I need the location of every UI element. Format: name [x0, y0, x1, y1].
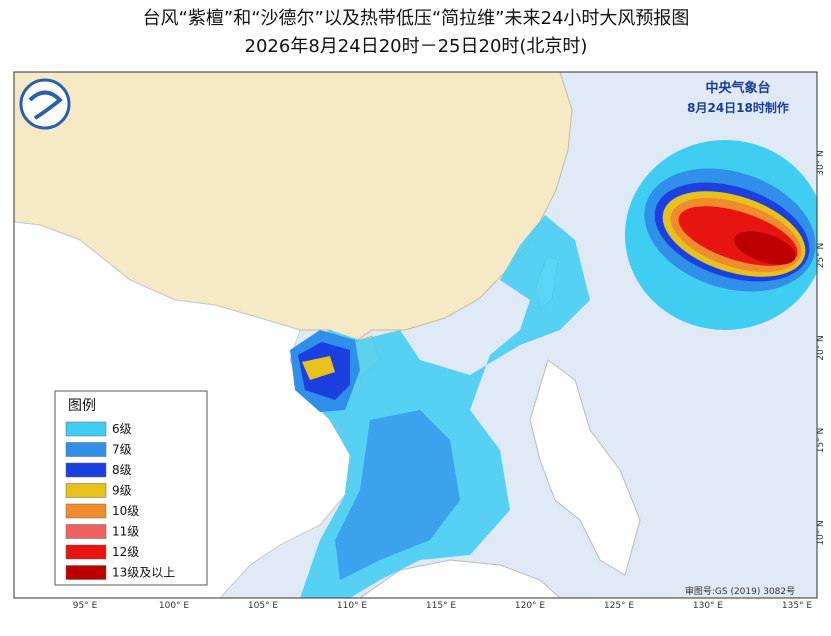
- longitude-label: 135° E: [782, 601, 813, 611]
- subtitle: 2026年8月24日20时－25日20时(北京时): [245, 36, 588, 57]
- legend-swatch: [65, 483, 107, 498]
- map-frame: [13, 71, 818, 599]
- issue-time: 8月24日18时制作: [687, 100, 789, 115]
- legend: 图例 6级 7级 8级 9级 10级 11级 12级 13级及以上: [54, 390, 208, 586]
- approval-number: 审图号:GS (2019) 3082号: [685, 585, 795, 597]
- longitude-label: 95° E: [73, 601, 98, 611]
- legend-label: 12级: [112, 545, 139, 559]
- legend-swatch: [65, 524, 107, 539]
- legend-swatch: [65, 442, 107, 457]
- wind-area: [302, 356, 335, 380]
- longitude-label: 100° E: [159, 601, 190, 611]
- longitude-label: 105° E: [248, 601, 279, 611]
- longitude-label: 125° E: [604, 601, 635, 611]
- latitude-label: 25° N: [816, 243, 826, 269]
- legend-label: 7级: [112, 443, 132, 457]
- wind-area: [734, 231, 796, 265]
- legend-swatch: [65, 462, 107, 478]
- logo-mark: [28, 90, 63, 120]
- latitude-label: 15° N: [816, 428, 826, 454]
- title: 台风“紫檀”和“沙德尔”以及热带低压“简拉维”未来24小时大风预报图: [143, 8, 690, 29]
- legend-label: 6级: [112, 422, 132, 436]
- longitude-label: 130° E: [693, 601, 724, 611]
- longitude-label: 120° E: [515, 601, 546, 611]
- longitude-label: 110° E: [337, 601, 368, 611]
- wind-area: [335, 410, 460, 580]
- agency: 中央气象台: [705, 80, 770, 96]
- legend-title: 图例: [68, 398, 96, 414]
- logo: [19, 78, 71, 130]
- map: [14, 72, 817, 598]
- longitude-label: 115° E: [426, 601, 457, 611]
- legend-label: 9级: [112, 484, 132, 498]
- legend-swatch: [65, 503, 107, 519]
- legend-label: 8级: [112, 463, 132, 477]
- philippines: [529, 359, 641, 576]
- legend-label: 11级: [112, 525, 139, 539]
- legend-label: 13级及以上: [112, 566, 175, 580]
- legend-swatch: [65, 421, 107, 437]
- latitude-label: 10° N: [816, 520, 826, 546]
- latitude-label: 30° N: [816, 150, 826, 176]
- legend-swatch: [65, 544, 107, 560]
- legend-label: 10级: [112, 504, 139, 518]
- legend-swatch: [65, 565, 107, 580]
- latitude-label: 20° N: [816, 335, 826, 361]
